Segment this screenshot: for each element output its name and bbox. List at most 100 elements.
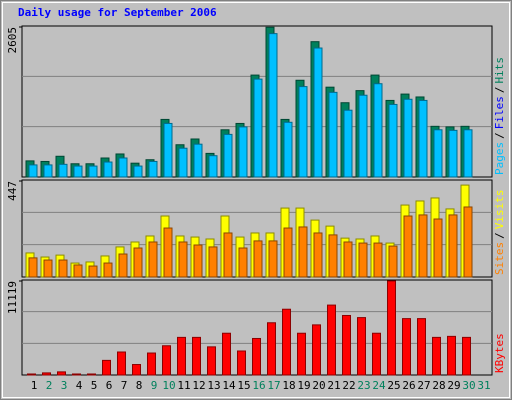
- bar: [132, 364, 141, 376]
- bar: [102, 359, 111, 376]
- bar: [73, 264, 83, 278]
- bar: [58, 259, 68, 278]
- bar: [208, 155, 218, 178]
- bar: [463, 206, 473, 278]
- bar: [178, 241, 188, 278]
- bar: [118, 157, 128, 178]
- legend: Pages / Files / Hits: [493, 57, 506, 175]
- legend-entry: Hits: [493, 57, 506, 84]
- bar: [238, 247, 248, 278]
- y-tick-label: 11119: [6, 281, 19, 314]
- bar: [87, 373, 96, 376]
- x-tick-label: 18: [282, 379, 295, 392]
- bar: [117, 351, 126, 376]
- x-tick-label: 13: [207, 379, 220, 392]
- y-tick-label: 447: [6, 181, 19, 201]
- bar: [328, 234, 338, 278]
- bar: [178, 147, 188, 178]
- bar: [58, 163, 68, 178]
- x-tick-label: 1: [31, 379, 38, 392]
- bar: [268, 33, 278, 178]
- x-tick-label: 6: [106, 379, 113, 392]
- bar: [462, 336, 471, 376]
- bar: [403, 215, 413, 278]
- bar: [42, 372, 51, 376]
- bar: [433, 218, 443, 278]
- x-tick-label: 4: [76, 379, 83, 392]
- bar: [448, 129, 458, 178]
- bar: [193, 143, 203, 178]
- bar: [43, 164, 53, 178]
- bar: [238, 126, 248, 178]
- x-tick-label: 24: [372, 379, 386, 392]
- legend: KBytes: [493, 333, 506, 373]
- bar: [372, 332, 381, 376]
- bar: [403, 98, 413, 178]
- bar: [223, 133, 233, 178]
- bar: [433, 129, 443, 178]
- bar: [147, 352, 156, 376]
- bar: [297, 332, 306, 376]
- bar: [313, 232, 323, 278]
- bar: [103, 161, 113, 178]
- x-tick-label: 9: [151, 379, 158, 392]
- bar: [223, 232, 233, 278]
- bar: [148, 160, 158, 178]
- x-tick-label: 28: [432, 379, 445, 392]
- bar: [417, 318, 426, 376]
- bar: [282, 308, 291, 376]
- x-tick-label: 16: [252, 379, 265, 392]
- x-tick-label: 29: [447, 379, 460, 392]
- bar: [72, 373, 81, 376]
- bar: [342, 314, 351, 376]
- legend-entry: Files: [493, 96, 506, 129]
- bar: [328, 91, 338, 178]
- bar: [267, 322, 276, 376]
- bar: [432, 336, 441, 376]
- bar: [313, 47, 323, 178]
- bar: [193, 244, 203, 278]
- bar: [133, 247, 143, 278]
- legend-entry: Sites: [493, 242, 506, 275]
- bar: [88, 165, 98, 178]
- legend-entry: Visits: [493, 190, 506, 230]
- bar: [373, 83, 383, 178]
- bar: [447, 335, 456, 376]
- bar: [418, 99, 428, 178]
- legend: Sites / Visits: [493, 190, 506, 276]
- bar: [387, 280, 396, 376]
- x-tick-label: 19: [297, 379, 310, 392]
- bar: [118, 253, 128, 278]
- x-tick-label: 22: [342, 379, 355, 392]
- y-tick-label: 2605: [6, 27, 19, 54]
- bar: [208, 246, 218, 278]
- bar: [162, 345, 171, 376]
- bar: [448, 214, 458, 278]
- x-tick-label: 26: [402, 379, 415, 392]
- bar: [343, 241, 353, 278]
- x-tick-label: 15: [237, 379, 250, 392]
- bar: [388, 103, 398, 178]
- bar: [88, 265, 98, 278]
- bar: [133, 165, 143, 178]
- legend-entry: Pages: [493, 142, 506, 175]
- bar: [148, 241, 158, 278]
- bar: [43, 259, 53, 278]
- bar: [298, 86, 308, 178]
- bar: [358, 242, 368, 278]
- bar: [253, 78, 263, 178]
- x-tick-label: 14: [222, 379, 236, 392]
- bar: [388, 245, 398, 278]
- bar: [73, 165, 83, 178]
- legend-entry: KBytes: [493, 333, 506, 373]
- bar: [57, 371, 66, 376]
- bar: [343, 109, 353, 178]
- bar: [163, 227, 173, 278]
- x-tick-label: 7: [121, 379, 128, 392]
- bar: [418, 214, 428, 278]
- bar: [357, 317, 366, 376]
- bar: [283, 121, 293, 178]
- bar: [222, 332, 231, 376]
